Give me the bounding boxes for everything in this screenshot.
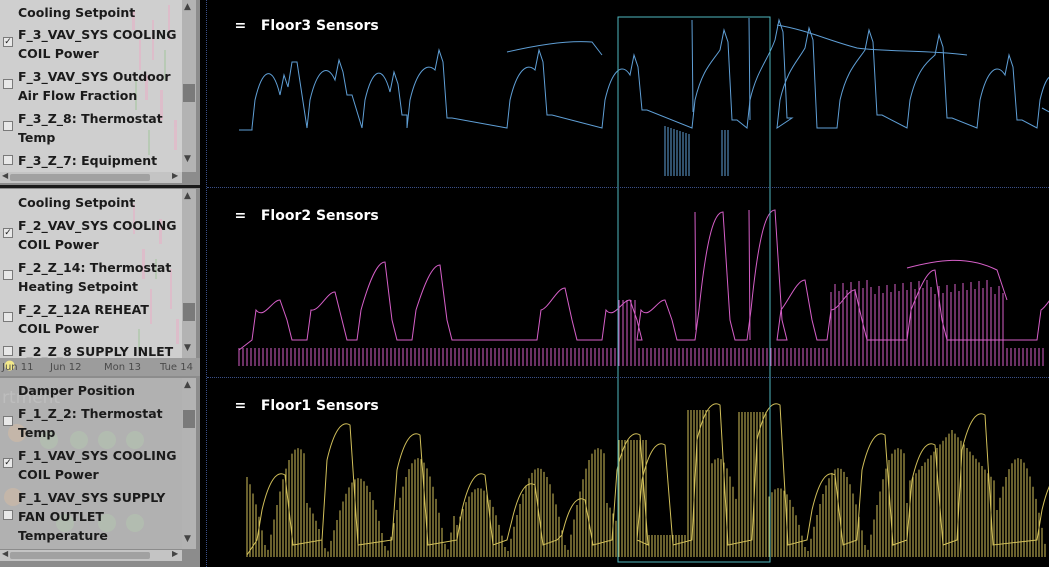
sensor-label: F_2_Z_12A REHEAT COIL Power (18, 302, 149, 336)
time-selection-box[interactable] (617, 16, 771, 563)
sensor-label: F_2_VAV_SYS COOLING COIL Power (18, 218, 177, 252)
scroll-thumb[interactable] (183, 84, 195, 102)
checkbox[interactable] (3, 155, 13, 165)
checkbox[interactable] (3, 79, 13, 89)
sun-icon: ● (4, 358, 16, 373)
scroll-thumb[interactable] (183, 303, 195, 321)
sensor-item-f3-cooling-coil-power[interactable]: ✓ F_3_VAV_SYS COOLING COIL Power (3, 25, 178, 63)
floor3-spike (691, 17, 751, 121)
sensor-label: F_2_Z_8 SUPPLY INLET (18, 344, 174, 358)
sensor-item-f1-cooling-coil-power[interactable]: ✓ F_1_VAV_SYS COOLING COIL Power (3, 446, 178, 484)
sensor-item-f3-cooling-setpoint[interactable]: Cooling Setpoint (18, 3, 178, 22)
scroll-right-icon[interactable]: ▶ (172, 171, 179, 180)
scroll-thumb[interactable] (183, 410, 195, 428)
sensor-item-f2-cooling-coil-power[interactable]: ✓ F_2_VAV_SYS COOLING COIL Power (3, 216, 178, 254)
sensor-item-f2-cooling-setpoint[interactable]: Cooling Setpoint (18, 193, 178, 212)
floor1-sensor-list: Damper Position F_1_Z_2: Thermostat Temp… (0, 378, 182, 549)
floor3-trace-plateau (506, 41, 603, 56)
date-label: Mon 13 (104, 362, 141, 373)
scroll-down-icon[interactable]: ▼ (184, 154, 191, 164)
panel-floor2-title: = Floor2 Sensors (215, 192, 379, 240)
checkbox-checked[interactable]: ✓ (3, 458, 13, 468)
sensor-item-f1-z2-thermostat[interactable]: F_1_Z_2: Thermostat Temp (3, 404, 178, 442)
horizontal-scrollbar[interactable]: ◀ ▶ (0, 549, 182, 561)
checkbox[interactable] (3, 312, 13, 322)
timeline-strip[interactable]: ● Jun 11 Jun 12 Mon 13 Tue 14 (0, 358, 200, 376)
floor3-trace (239, 18, 1049, 131)
sensor-label: Cooling Setpoint (18, 195, 136, 210)
sensor-item-f3-outdoor-air-flow[interactable]: F_3_VAV_SYS Outdoor Air Flow Fraction (3, 67, 178, 105)
sensor-item-f2-z8-supply-inlet[interactable]: F_2_Z_8 SUPPLY INLET (3, 342, 178, 358)
checkbox[interactable] (3, 121, 13, 131)
sensor-item-f3-z7-equipment[interactable]: F_3_Z_7: Equipment (3, 151, 178, 170)
floor2-trace-plateau (906, 259, 1008, 301)
floor2-sensor-list: Cooling Setpoint ✓ F_2_VAV_SYS COOLING C… (0, 189, 182, 358)
scroll-thumb[interactable] (10, 552, 150, 559)
floor3-sensor-list: Cooling Setpoint ✓ F_3_VAV_SYS COOLING C… (0, 0, 182, 172)
sensor-charts: = Floor3 Sensors = Floor2 Sensors = Floo… (207, 0, 1049, 567)
sensor-item-f3-z8-thermostat[interactable]: F_3_Z_8: Thermostat Temp (3, 109, 178, 147)
checkbox[interactable] (3, 270, 13, 280)
vertical-scrollbar[interactable]: ▲ ▼ (182, 378, 196, 549)
panel-divider (207, 187, 1049, 188)
floor1-trace (246, 403, 1049, 556)
panel-title-text: Floor1 Sensors (260, 398, 379, 414)
group-divider (0, 185, 200, 188)
floor2-spike (694, 209, 751, 341)
scroll-left-icon[interactable]: ◀ (2, 171, 9, 180)
sensor-label: Damper Position (18, 383, 135, 398)
floor2-trace (238, 209, 1049, 351)
sparkline-background (132, 5, 177, 155)
sensor-label: Cooling Setpoint (18, 5, 136, 20)
checkbox[interactable] (3, 346, 13, 356)
checkbox[interactable] (3, 510, 13, 520)
sensor-label: F_3_Z_8: Thermostat Temp (18, 111, 163, 145)
charts-canvas[interactable] (207, 0, 1049, 567)
panel-floor1-title: = Floor1 Sensors (215, 382, 379, 430)
scroll-up-icon[interactable]: ▲ (184, 2, 191, 12)
scroll-up-icon[interactable]: ▲ (184, 191, 191, 201)
sensor-label: F_2_Z_14: Thermostat Heating Setpoint (18, 260, 172, 294)
scroll-down-icon[interactable]: ▼ (184, 343, 191, 353)
sensor-label: F_3_Z_7: Equipment (18, 153, 158, 168)
panel-menu-icon[interactable]: = (234, 18, 247, 34)
date-label: Tue 14 (160, 362, 193, 373)
scroll-left-icon[interactable]: ◀ (2, 549, 9, 558)
scroll-up-icon[interactable]: ▲ (184, 380, 191, 390)
checkbox[interactable] (3, 416, 13, 426)
date-label: Jun 12 (50, 362, 82, 373)
sensor-label: F_1_VAV_SYS COOLING COIL Power (18, 448, 177, 482)
checkbox-checked[interactable]: ✓ (3, 228, 13, 238)
scroll-down-icon[interactable]: ▼ (184, 534, 191, 544)
vertical-scrollbar[interactable]: ▲ ▼ (182, 189, 196, 358)
checkbox-checked[interactable]: ✓ (3, 37, 13, 47)
sparkline-background (133, 204, 179, 349)
sensor-item-f2-z14-thermostat[interactable]: F_2_Z_14: Thermostat Heating Setpoint (3, 258, 178, 296)
sensor-sidebar: Cooling Setpoint ✓ F_3_VAV_SYS COOLING C… (0, 0, 200, 567)
sensor-label: F_3_VAV_SYS Outdoor Air Flow Fraction (18, 69, 171, 103)
panel-menu-icon[interactable]: = (234, 398, 247, 414)
sensor-label: F_1_Z_2: Thermostat Temp (18, 406, 163, 440)
panel-title-text: Floor3 Sensors (260, 18, 379, 34)
sensor-item-f1-supply-fan-outlet[interactable]: F_1_VAV_SYS SUPPLY FAN OUTLET Temperatur… (3, 488, 178, 545)
panel-title-text: Floor2 Sensors (260, 208, 379, 224)
panel-menu-icon[interactable]: = (234, 208, 247, 224)
sensor-label: F_3_VAV_SYS COOLING COIL Power (18, 27, 177, 61)
scroll-right-icon[interactable]: ▶ (172, 549, 179, 558)
vertical-scrollbar[interactable]: ▲ ▼ (182, 0, 196, 172)
panel-floor3-title: = Floor3 Sensors (215, 2, 379, 50)
sensor-item-f1-damper-position[interactable]: Damper Position (18, 381, 178, 400)
splitter[interactable] (206, 0, 207, 567)
sensor-label: F_1_VAV_SYS SUPPLY FAN OUTLET Temperatur… (18, 490, 166, 543)
floor3-trace-plateau (776, 24, 968, 56)
horizontal-scrollbar[interactable]: ◀ ▶ (0, 171, 182, 183)
scroll-thumb[interactable] (10, 174, 150, 181)
date-label: Jun 11 (2, 362, 34, 373)
panel-divider (207, 377, 1049, 378)
sensor-item-f2-z12a-reheat[interactable]: F_2_Z_12A REHEAT COIL Power (3, 300, 178, 338)
